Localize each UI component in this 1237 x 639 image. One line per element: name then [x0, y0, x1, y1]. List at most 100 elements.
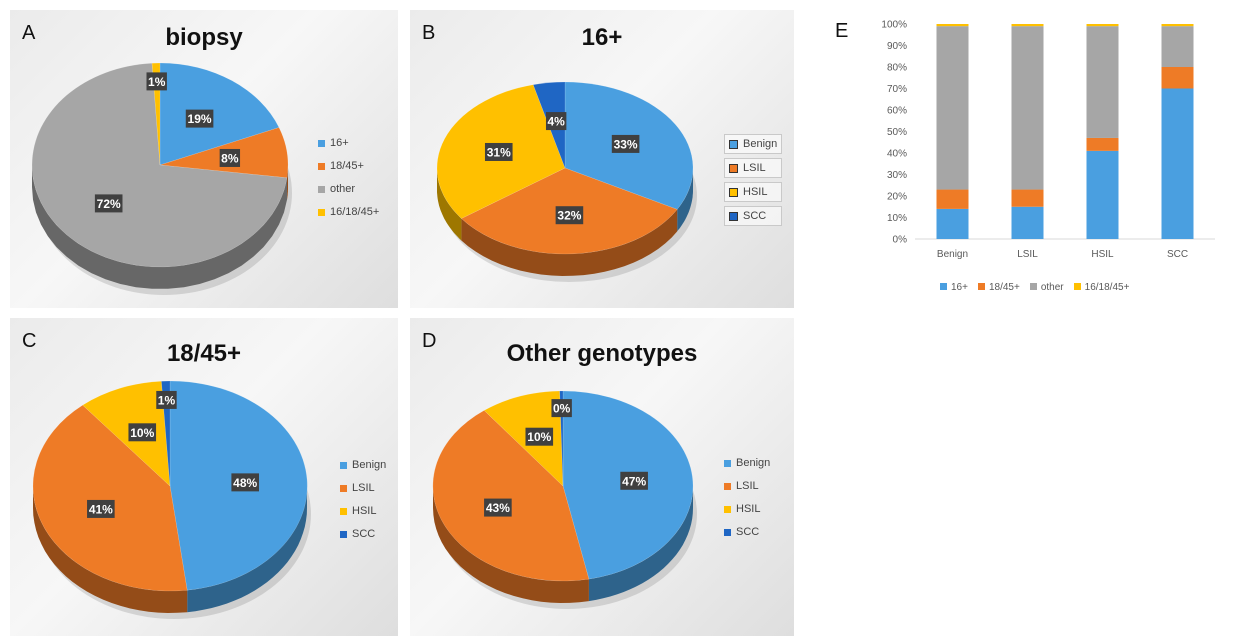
legend-item: HSIL: [724, 182, 783, 202]
legend-swatch: [318, 209, 325, 216]
svg-text:10%: 10%: [527, 430, 551, 444]
bar-segment-other: [936, 26, 969, 190]
legend-item: 16+: [318, 132, 379, 155]
legend-swatch: [724, 460, 731, 467]
data-label: 47%: [620, 471, 648, 490]
data-label: 32%: [555, 206, 584, 225]
legend-swatch: [1073, 283, 1081, 290]
svg-text:1%: 1%: [158, 393, 176, 407]
data-label: 48%: [231, 473, 260, 492]
pie-chart: 48% 41% 10% 1%: [32, 380, 311, 619]
legend-label: 16/18/45+: [330, 206, 380, 218]
y-tick-label: 10%: [887, 213, 907, 224]
data-label: 43%: [484, 498, 512, 517]
legend-swatch: [724, 529, 731, 536]
legend-swatch: [724, 506, 731, 513]
legend-item: 16/18/45+: [1073, 282, 1130, 293]
y-tick-label: 90%: [887, 41, 907, 52]
legend-swatch: [729, 187, 738, 197]
y-tick-label: 0%: [893, 235, 908, 246]
legend-swatch: [1029, 283, 1037, 290]
panel-letter: B: [422, 22, 436, 44]
x-tick-label: HSIL: [1091, 249, 1114, 260]
svg-text:41%: 41%: [89, 502, 113, 516]
bar-segment-16-: [1161, 88, 1194, 239]
legend-swatch: [940, 283, 947, 290]
chart-title: 18/45+: [166, 340, 242, 367]
svg-text:19%: 19%: [188, 112, 212, 126]
chart-legend: Benign LSIL HSIL SCC: [340, 454, 386, 546]
legend-label: HSIL: [736, 503, 761, 515]
bar-segment-16-18-45-: [1011, 24, 1044, 27]
svg-text:1%: 1%: [148, 75, 166, 89]
legend-item: SCC: [724, 521, 770, 544]
legend-item: 18/45+: [977, 282, 1020, 293]
legend-swatch: [729, 163, 738, 173]
pie-panel-biopsy: A biopsy 19% 8% 72% 1% 16+ 18/45+ other 16/18/…: [10, 10, 398, 308]
legend-label: 16+: [951, 282, 968, 293]
legend-swatch: [729, 139, 738, 149]
legend-swatch: [340, 508, 347, 515]
legend-item: Benign: [724, 134, 783, 154]
data-label: 41%: [87, 499, 115, 518]
data-label: 33%: [611, 134, 640, 153]
pie-slice-16-: [159, 62, 280, 166]
legend-label: 16+: [330, 137, 349, 149]
legend-label: LSIL: [743, 162, 766, 174]
pie-side-18-45-: [287, 165, 288, 200]
legend-label: 18/45+: [330, 160, 364, 172]
legend-swatch: [977, 283, 985, 290]
svg-text:43%: 43%: [486, 501, 510, 515]
legend-label: HSIL: [743, 186, 768, 198]
panel-letter: C: [22, 330, 37, 352]
bar-segment-16-18-45-: [1086, 24, 1119, 27]
legend-item: SCC: [340, 523, 386, 546]
svg-text:32%: 32%: [557, 209, 581, 223]
bar-segment-16-18-45-: [1161, 24, 1194, 27]
panel-letter: A: [22, 22, 36, 44]
stacked-bar-panel: E 0% 10% 20% 30% 40% 50% 60% 70% 80% 90% 100% Benig…: [830, 10, 1230, 305]
svg-text:33%: 33%: [614, 137, 638, 151]
legend-swatch: [318, 163, 325, 170]
svg-text:47%: 47%: [622, 474, 646, 488]
bar-segment-16-: [1011, 206, 1044, 239]
bar-segment-other: [1161, 26, 1194, 67]
data-label: 0%: [551, 399, 572, 418]
legend-item: Benign: [724, 452, 770, 475]
bar-segment-18-45-: [1161, 67, 1194, 89]
pie-chart: 47% 43% 10%0%: [432, 390, 697, 609]
legend-swatch: [340, 462, 347, 469]
legend-label: LSIL: [352, 482, 375, 494]
legend-label: other: [330, 183, 356, 195]
chart-title: Other genotypes: [506, 340, 698, 367]
data-label: 8%: [219, 148, 241, 167]
bar-segment-18-45-: [1086, 137, 1119, 151]
svg-text:31%: 31%: [487, 145, 511, 159]
legend-item: Benign: [340, 454, 386, 477]
pie-chart: 33% 32% 31% 4%: [436, 81, 697, 282]
pie-side-benign: [677, 168, 693, 232]
bar-segment-16-18-45-: [936, 24, 969, 27]
legend-item: LSIL: [340, 477, 386, 500]
legend-label: SCC: [736, 526, 760, 538]
bar-segment-16-: [936, 208, 969, 239]
svg-text:48%: 48%: [233, 476, 257, 490]
legend-item: other: [1029, 282, 1064, 293]
y-tick-label: 70%: [887, 84, 907, 95]
data-label: 1%: [156, 390, 177, 409]
legend-item: LSIL: [724, 158, 783, 178]
y-tick-label: 50%: [887, 127, 907, 138]
data-label: 31%: [484, 142, 513, 161]
pie-side-lsil: [433, 486, 589, 603]
legend-label: Benign: [352, 459, 387, 471]
bar-segment-16-: [1086, 150, 1119, 239]
y-tick-label: 100%: [881, 20, 907, 31]
legend-label: 16/18/45+: [1084, 282, 1130, 293]
y-tick-label: 40%: [887, 149, 907, 160]
pie-side-hsil: [437, 168, 462, 241]
pie-panel-18-45: C 18/45+ 48% 41% 10% 1% Benign LSIL HSIL SCC: [10, 318, 398, 636]
chart-legend: Benign LSIL HSIL SCC: [724, 452, 770, 544]
legend-item: 16/18/45+: [318, 201, 379, 224]
x-tick-label: LSIL: [1017, 249, 1038, 260]
legend-label: LSIL: [736, 480, 759, 492]
